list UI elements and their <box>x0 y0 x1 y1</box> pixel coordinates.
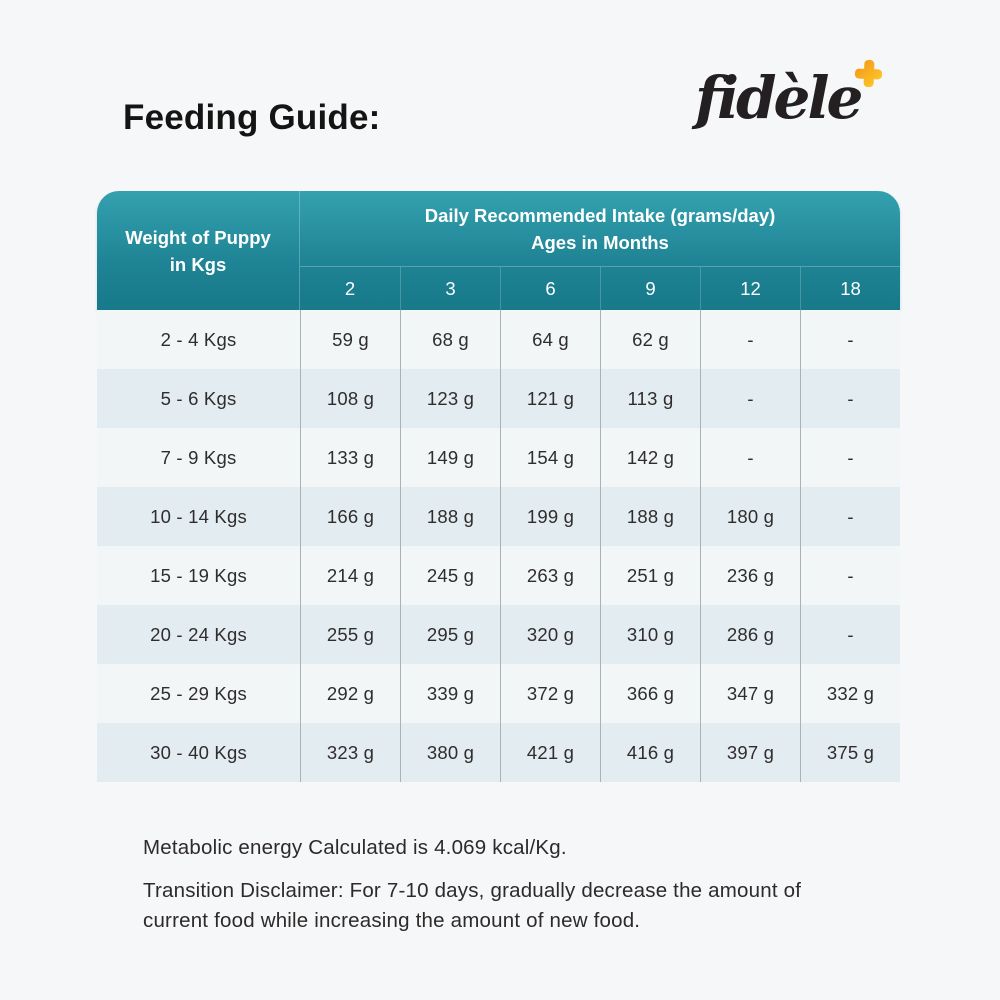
intake-value-cell: 64 g <box>500 310 600 369</box>
intake-value-cell: - <box>800 487 900 546</box>
weight-column-header-line2: in Kgs <box>169 253 227 275</box>
intake-value-cell: 236 g <box>700 546 800 605</box>
weight-range-cell: 2 - 4 Kgs <box>160 328 237 350</box>
group-header: Daily Recommended Intake (grams/day) Age… <box>300 191 900 267</box>
intake-value-cell: - <box>700 369 800 428</box>
intake-value-cell: 214 g <box>300 546 400 605</box>
weight-range-cell: 15 - 19 Kgs <box>150 564 247 586</box>
intake-value-cell: 263 g <box>500 546 600 605</box>
brand-logo: fidèle <box>695 52 885 152</box>
intake-value-cell: 188 g <box>600 487 700 546</box>
intake-value-cell: - <box>800 310 900 369</box>
intake-value-cell: - <box>800 546 900 605</box>
table-row: 7 - 9 Kgs 133 g 149 g 154 g 142 g - - <box>97 428 900 487</box>
intake-value-cell: 188 g <box>400 487 500 546</box>
group-header-line1: Daily Recommended Intake (grams/day) <box>424 204 776 226</box>
intake-value-cell: 142 g <box>600 428 700 487</box>
age-column-header: 12 <box>700 267 800 310</box>
intake-value-cell: 59 g <box>300 310 400 369</box>
intake-value-cell: 292 g <box>300 664 400 723</box>
table-header: Weight of Puppy in Kgs Daily Recommended… <box>97 191 900 310</box>
intake-value-cell: 295 g <box>400 605 500 664</box>
weight-range-cell: 10 - 14 Kgs <box>150 505 247 527</box>
intake-value-cell: - <box>700 428 800 487</box>
intake-value-cell: - <box>700 310 800 369</box>
intake-value-cell: 68 g <box>400 310 500 369</box>
table-row: 5 - 6 Kgs 108 g 123 g 121 g 113 g - - <box>97 369 900 428</box>
age-columns-row: 2 3 6 9 12 18 <box>300 267 900 310</box>
age-column-header: 18 <box>800 267 900 310</box>
intake-value-cell: 397 g <box>700 723 800 782</box>
intake-value-cell: 375 g <box>800 723 900 782</box>
intake-value-cell: - <box>800 428 900 487</box>
intake-value-cell: 380 g <box>400 723 500 782</box>
intake-value-cell: 166 g <box>300 487 400 546</box>
intake-value-cell: 154 g <box>500 428 600 487</box>
intake-value-cell: - <box>800 369 900 428</box>
page-title: Feeding Guide: <box>123 98 381 137</box>
table-row: 2 - 4 Kgs 59 g 68 g 64 g 62 g - - <box>97 310 900 369</box>
weight-range-cell: 5 - 6 Kgs <box>160 387 237 409</box>
transition-disclaimer: Transition Disclaimer: For 7-10 days, gr… <box>143 876 801 936</box>
intake-value-cell: 149 g <box>400 428 500 487</box>
intake-value-cell: 113 g <box>600 369 700 428</box>
age-column-header: 2 <box>344 277 356 299</box>
table-row: 10 - 14 Kgs 166 g 188 g 199 g 188 g 180 … <box>97 487 900 546</box>
brand-logo-text: fidèle <box>695 64 863 132</box>
table-row: 25 - 29 Kgs 292 g 339 g 372 g 366 g 347 … <box>97 664 900 723</box>
age-column-header: 6 <box>500 267 600 310</box>
intake-value-cell: 251 g <box>600 546 700 605</box>
intake-value-cell: 123 g <box>400 369 500 428</box>
intake-value-cell: 372 g <box>500 664 600 723</box>
intake-value-cell: 416 g <box>600 723 700 782</box>
table-row: 30 - 40 Kgs 323 g 380 g 421 g 416 g 397 … <box>97 723 900 782</box>
weight-range-cell: 7 - 9 Kgs <box>160 446 237 468</box>
intake-value-cell: 310 g <box>600 605 700 664</box>
transition-disclaimer-line1: Transition Disclaimer: For 7-10 days, gr… <box>143 879 802 902</box>
intake-value-cell: 62 g <box>600 310 700 369</box>
intake-value-cell: 121 g <box>500 369 600 428</box>
table-row: 20 - 24 Kgs 255 g 295 g 320 g 310 g 286 … <box>97 605 900 664</box>
intake-value-cell: 133 g <box>300 428 400 487</box>
weight-column-header: Weight of Puppy in Kgs <box>97 191 300 310</box>
table-row: 15 - 19 Kgs 214 g 245 g 263 g 251 g 236 … <box>97 546 900 605</box>
weight-range-cell: 25 - 29 Kgs <box>150 682 247 704</box>
age-column-header: 9 <box>600 267 700 310</box>
intake-value-cell: 320 g <box>500 605 600 664</box>
weight-range-cell: 30 - 40 Kgs <box>150 741 247 763</box>
intake-value-cell: 347 g <box>700 664 800 723</box>
feeding-guide-table: Weight of Puppy in Kgs Daily Recommended… <box>97 191 900 782</box>
intake-value-cell: - <box>800 605 900 664</box>
plus-icon <box>855 60 883 88</box>
intake-value-cell: 255 g <box>300 605 400 664</box>
weight-column-header-line1: Weight of Puppy <box>125 226 271 248</box>
intake-value-cell: 421 g <box>500 723 600 782</box>
intake-value-cell: 245 g <box>400 546 500 605</box>
intake-value-cell: 366 g <box>600 664 700 723</box>
intake-value-cell: 108 g <box>300 369 400 428</box>
intake-value-cell: 339 g <box>400 664 500 723</box>
age-column-header: 3 <box>400 267 500 310</box>
intake-value-cell: 199 g <box>500 487 600 546</box>
intake-header-block: Daily Recommended Intake (grams/day) Age… <box>300 191 900 310</box>
weight-range-cell: 20 - 24 Kgs <box>150 623 247 645</box>
table-body: 2 - 4 Kgs 59 g 68 g 64 g 62 g - - 5 - 6 … <box>97 310 900 782</box>
group-header-line2: Ages in Months <box>531 231 669 253</box>
intake-value-cell: 180 g <box>700 487 800 546</box>
intake-value-cell: 286 g <box>700 605 800 664</box>
intake-value-cell: 332 g <box>800 664 900 723</box>
metabolic-energy-note: Metabolic energy Calculated is 4.069 kca… <box>143 836 567 859</box>
intake-value-cell: 323 g <box>300 723 400 782</box>
transition-disclaimer-line2: current food while increasing the amount… <box>143 909 641 932</box>
